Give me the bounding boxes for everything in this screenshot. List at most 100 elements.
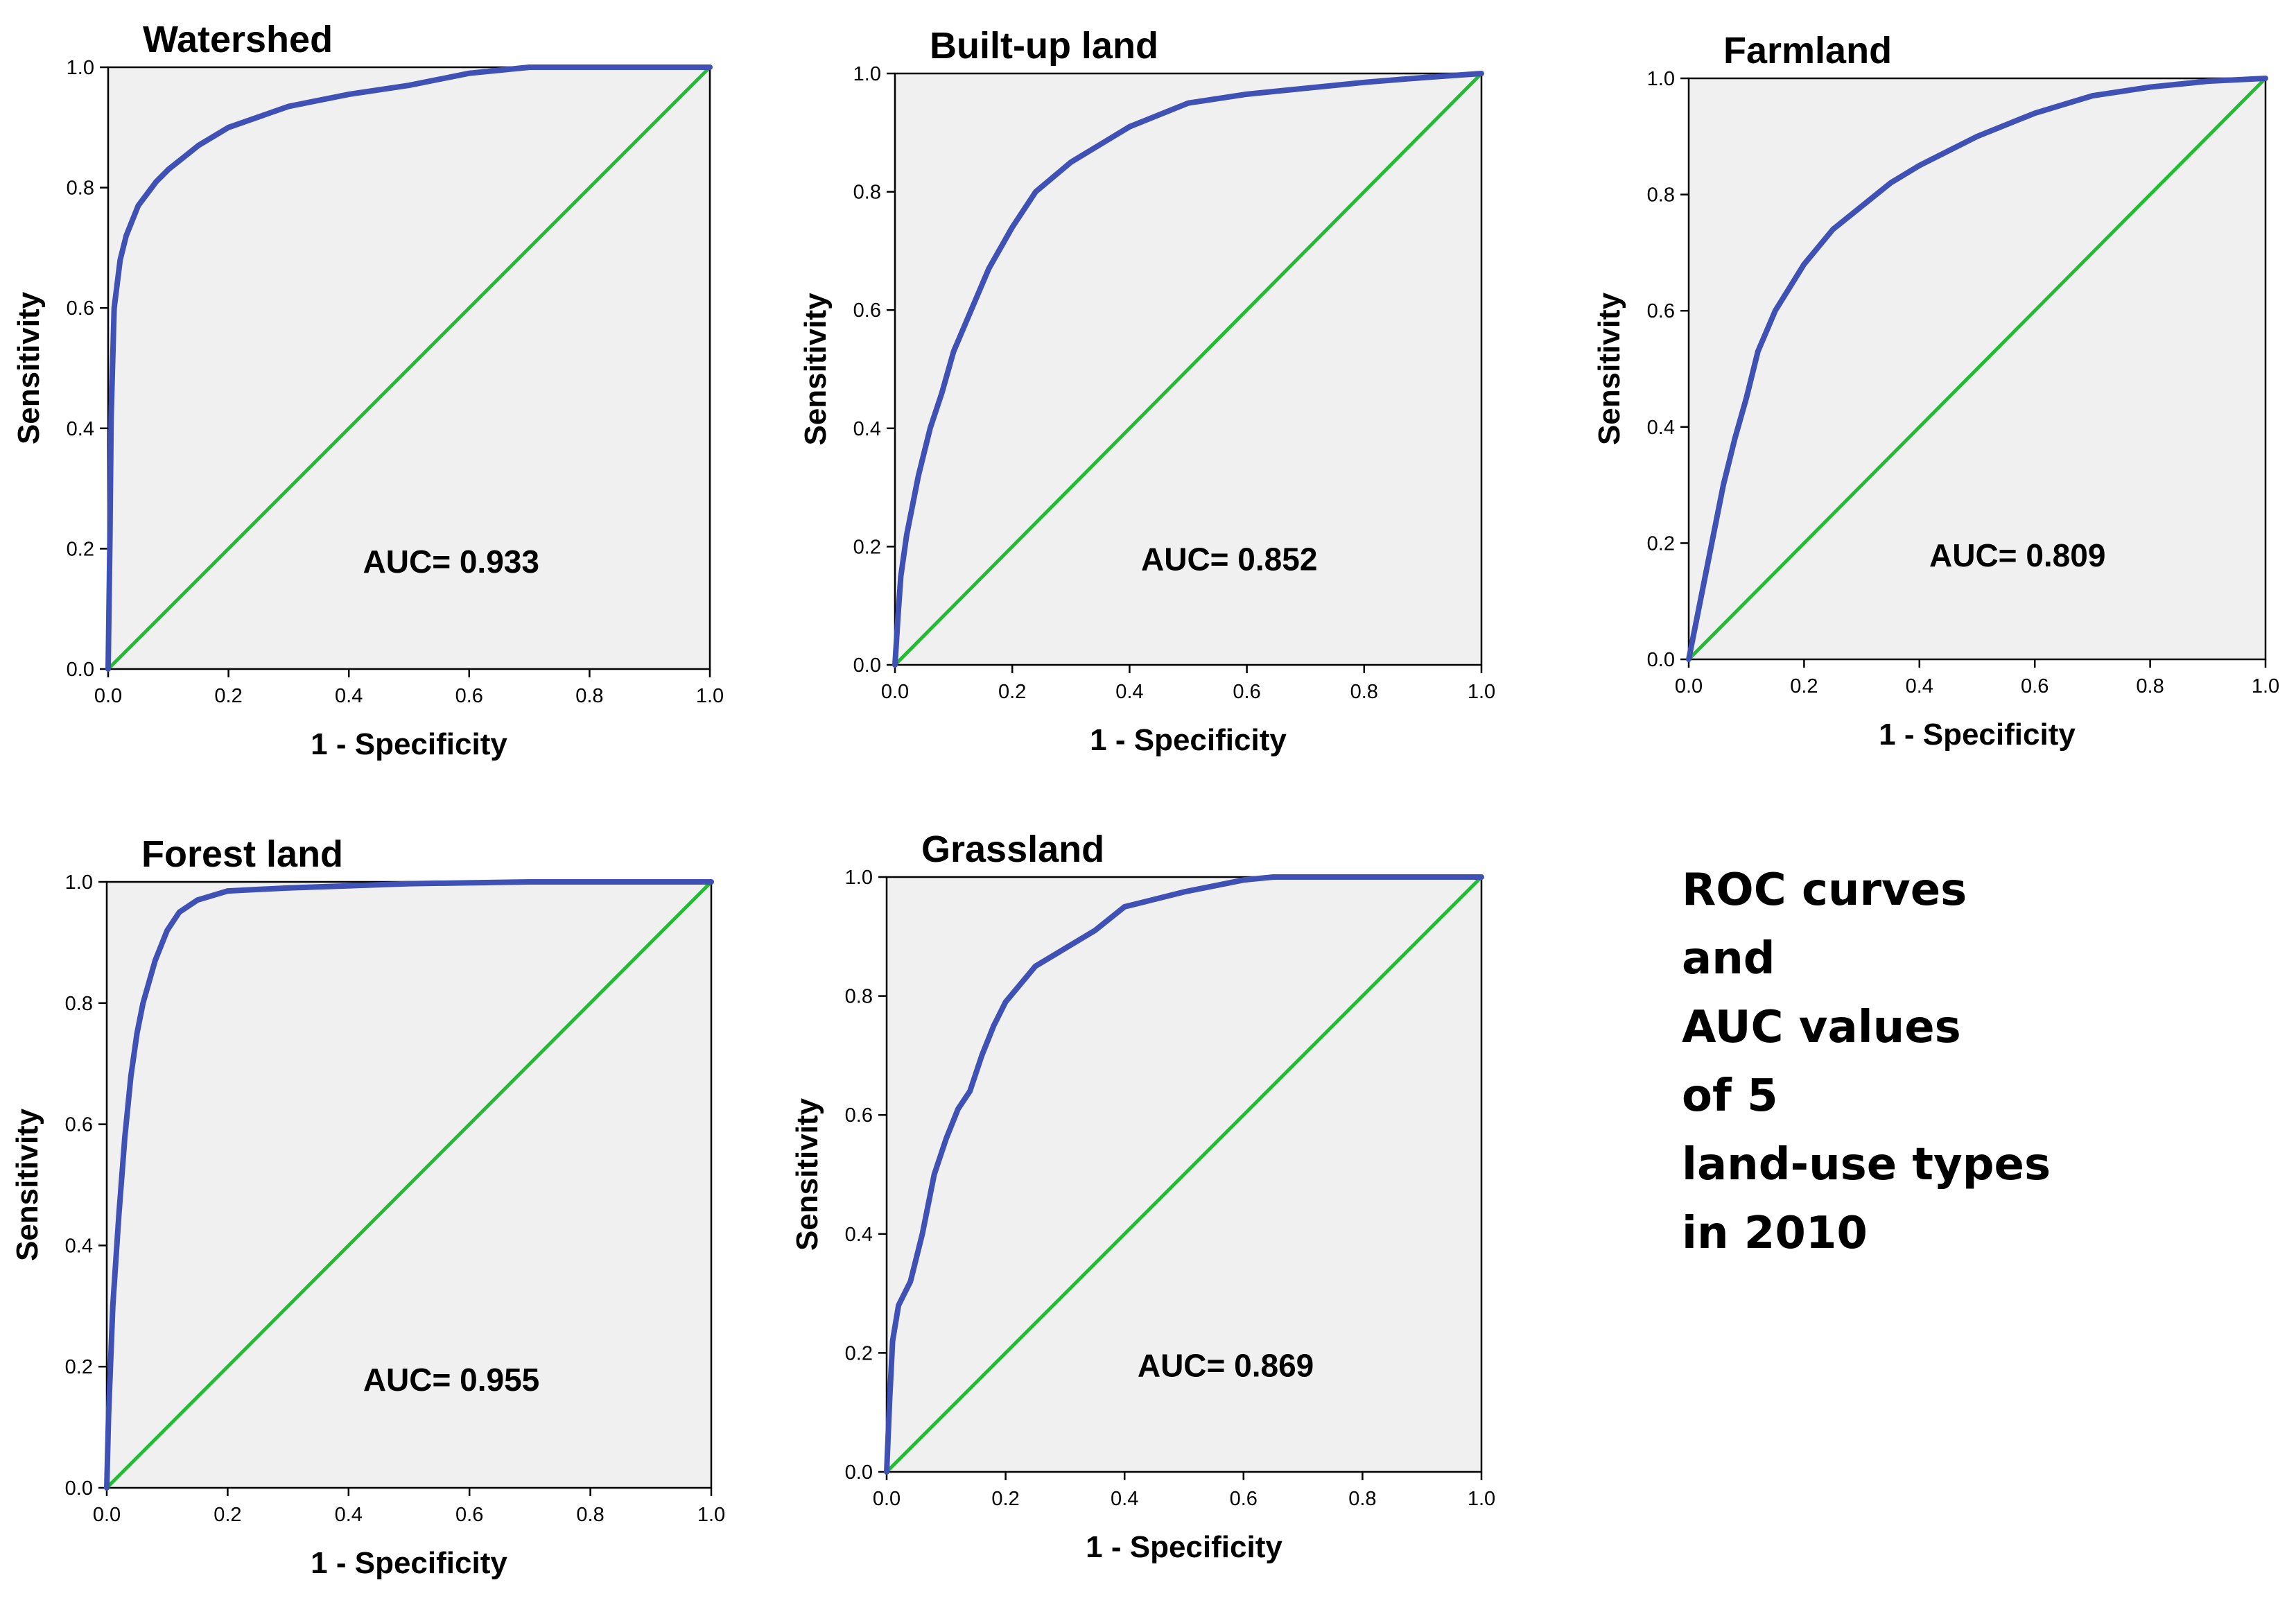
- caption-line-3: AUC values: [1682, 1002, 1961, 1053]
- x-tick-label: 1.0: [697, 1504, 725, 1526]
- y-tick-label: 0.0: [67, 659, 94, 681]
- x-tick-label: 0.8: [1348, 1488, 1376, 1510]
- y-tick-label: 0.4: [1647, 417, 1675, 439]
- x-axis-label: 1 - Specificity: [1086, 1530, 1282, 1564]
- roc-curve: [104, 879, 714, 1491]
- x-tick-label: 0.2: [214, 1504, 241, 1526]
- x-axis-label: 1 - Specificity: [311, 1546, 507, 1580]
- y-tick-label: 0.6: [67, 297, 94, 320]
- x-tick-label: 0.2: [991, 1488, 1019, 1510]
- x-tick-label: 1.0: [2252, 675, 2279, 697]
- x-axis-label: 1 - Specificity: [1879, 718, 2076, 752]
- x-tick-label: 0.2: [214, 685, 242, 707]
- panel-title: Forest land: [141, 833, 343, 875]
- reference-line: [1687, 77, 2267, 661]
- auc-annotation: AUC= 0.809: [1929, 537, 2105, 573]
- x-tick-label: 0.0: [881, 681, 909, 703]
- x-tick-label: 0.0: [1675, 675, 1703, 697]
- roc-curve: [892, 71, 1484, 668]
- reference-line: [885, 876, 1483, 1473]
- x-tick-label: 0.8: [575, 685, 603, 707]
- roc-curve: [105, 64, 713, 672]
- x-tick-label: 0.0: [93, 1504, 121, 1526]
- roc-panel-1: 0.0 0.2 0.4 0.6 0.8 1.0 0.0 0.2 0.4 0.6 0.8 1.0 Wate…: [12, 19, 724, 761]
- auc-annotation: AUC= 0.852: [1141, 541, 1317, 578]
- y-tick-label: 1.0: [845, 867, 873, 889]
- auc-annotation: AUC= 0.869: [1138, 1348, 1314, 1384]
- y-tick-label: 0.2: [845, 1342, 873, 1364]
- x-axis-label: 1 - Specificity: [311, 727, 507, 761]
- y-axis-label: Sensitivity: [799, 293, 833, 446]
- y-tick-label: 0.8: [1647, 184, 1675, 207]
- y-tick-label: 0.6: [845, 1104, 873, 1127]
- auc-annotation: AUC= 0.933: [363, 544, 539, 580]
- y-tick-label: 0.2: [67, 538, 94, 560]
- panel-title: Watershed: [143, 19, 333, 60]
- caption-line-4: of 5: [1682, 1070, 1778, 1122]
- x-axis-label: 1 - Specificity: [1090, 723, 1287, 757]
- panel-title: Grassland: [921, 828, 1104, 870]
- y-tick-label: 1.0: [65, 871, 93, 894]
- y-axis-label: Sensitivity: [1592, 292, 1626, 445]
- y-tick-label: 0.6: [853, 300, 881, 322]
- y-tick-label: 1.0: [67, 57, 94, 79]
- x-tick-label: 1.0: [696, 685, 724, 707]
- x-tick-label: 0.2: [1790, 675, 1818, 697]
- roc-panel-4: 0.0 0.2 0.4 0.6 0.8 1.0 0.0 0.2 0.4 0.6 0.8 1.0 Fore…: [10, 833, 725, 1580]
- y-tick-label: 0.4: [67, 418, 94, 440]
- x-tick-label: 1.0: [1468, 1488, 1495, 1510]
- y-axis-label: Sensitivity: [790, 1098, 824, 1251]
- y-tick-label: 0.8: [65, 993, 93, 1015]
- y-tick-label: 0.6: [65, 1114, 93, 1136]
- roc-curve: [884, 874, 1484, 1475]
- y-axis-label: Sensitivity: [10, 1108, 44, 1261]
- reference-line: [107, 66, 711, 670]
- y-tick-label: 1.0: [1647, 68, 1675, 90]
- x-tick-label: 0.0: [94, 685, 122, 707]
- caption-line-2: and: [1682, 933, 1775, 984]
- y-axis-label: Sensitivity: [12, 291, 46, 444]
- roc-panel-2: 0.0 0.2 0.4 0.6 0.8 1.0 0.0 0.2 0.4 0.6 0.8 1.0 Buil…: [799, 25, 1495, 757]
- roc-panel-5: 0.0 0.2 0.4 0.6 0.8 1.0 0.0 0.2 0.4 0.6 0.8 1.0 Gras…: [790, 828, 1495, 1564]
- x-tick-label: 0.6: [1233, 681, 1260, 703]
- x-tick-label: 0.4: [335, 685, 363, 707]
- x-tick-label: 0.6: [1230, 1488, 1258, 1510]
- reference-line: [894, 72, 1483, 666]
- x-tick-label: 0.4: [1111, 1488, 1138, 1510]
- y-tick-label: 0.0: [1647, 649, 1675, 671]
- x-tick-label: 0.0: [873, 1488, 901, 1510]
- reference-line: [105, 880, 713, 1489]
- y-tick-label: 0.4: [853, 418, 881, 440]
- caption-line-6: in 2010: [1682, 1208, 1868, 1259]
- x-tick-label: 0.6: [455, 1504, 483, 1526]
- y-tick-label: 0.6: [1647, 300, 1675, 322]
- y-tick-label: 0.8: [853, 182, 881, 204]
- x-tick-label: 0.8: [1350, 681, 1378, 703]
- y-tick-label: 0.0: [853, 654, 881, 677]
- panel-title: Built-up land: [930, 25, 1158, 67]
- y-tick-label: 0.4: [845, 1224, 873, 1246]
- caption-line-1: ROC curves: [1682, 865, 1967, 916]
- x-tick-label: 0.4: [1115, 681, 1143, 703]
- panel-title: Farmland: [1723, 30, 1892, 71]
- y-tick-label: 0.2: [853, 536, 881, 558]
- y-tick-label: 1.0: [853, 63, 881, 85]
- x-tick-label: 0.6: [2021, 675, 2049, 697]
- y-tick-label: 0.8: [67, 177, 94, 200]
- y-tick-label: 0.0: [845, 1461, 873, 1484]
- x-tick-label: 1.0: [1468, 681, 1495, 703]
- y-tick-label: 0.2: [1647, 532, 1675, 555]
- x-tick-label: 0.6: [455, 685, 483, 707]
- x-tick-label: 0.4: [1906, 675, 1933, 697]
- y-tick-label: 0.2: [65, 1356, 93, 1378]
- auc-annotation: AUC= 0.955: [363, 1362, 539, 1398]
- y-tick-label: 0.4: [65, 1235, 93, 1257]
- roc-panel-3: 0.0 0.2 0.4 0.6 0.8 1.0 0.0 0.2 0.4 0.6 0.8 1.0 Farm…: [1592, 30, 2279, 752]
- x-tick-label: 0.4: [335, 1504, 363, 1526]
- y-tick-label: 0.8: [845, 986, 873, 1008]
- x-tick-label: 0.8: [2136, 675, 2164, 697]
- y-tick-label: 0.0: [65, 1477, 93, 1500]
- x-tick-label: 0.2: [998, 681, 1026, 703]
- caption-line-5: land-use types: [1682, 1139, 2051, 1190]
